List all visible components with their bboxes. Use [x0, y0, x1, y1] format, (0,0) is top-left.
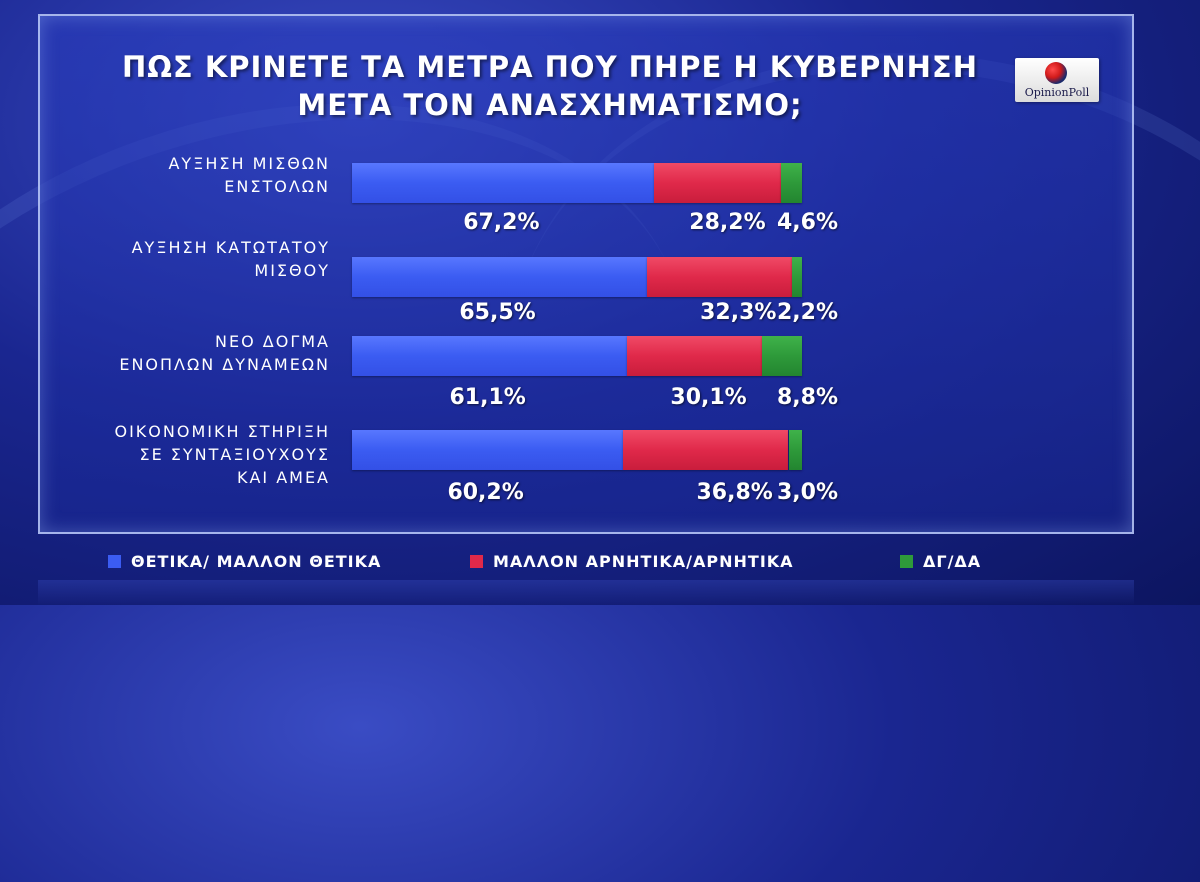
legend-item-positive: ΘΕΤΙΚΑ/ ΜΑΛΛΟΝ ΘΕΤΙΚΑ	[108, 552, 381, 571]
value-label: 65,5%	[459, 300, 536, 325]
value-label: 8,8%	[777, 385, 839, 410]
value-label: 3,0%	[777, 480, 839, 505]
bar-segment	[622, 430, 789, 470]
bar-segment	[352, 430, 623, 470]
value-label: 2,2%	[777, 300, 839, 325]
bar-segment	[792, 257, 802, 297]
title-line-2: ΜΕΤΑ ΤΟΝ ΑΝΑΣΧΗΜΑΤΙΣΜΟ;	[297, 88, 803, 122]
value-label: 67,2%	[463, 210, 540, 235]
chart-title: ΠΩΣ ΚΡΙΝΕΤΕ ΤΑ ΜΕΤΡΑ ΠΟΥ ΠΗΡΕ Η ΚΥΒΕΡΝΗΣ…	[80, 48, 1020, 124]
value-label: 61,1%	[449, 385, 526, 410]
bar-segment	[781, 163, 802, 203]
legend-item-negative: ΜΑΛΛΟΝ ΑΡΝΗΤΙΚΑ/ΑΡΝΗΤΙΚΑ	[470, 552, 794, 571]
legend-swatch-positive	[108, 555, 121, 568]
value-label: 28,2%	[689, 210, 766, 235]
legend-swatch-negative	[470, 555, 483, 568]
value-label: 4,6%	[777, 210, 839, 235]
bar-segment	[352, 257, 647, 297]
bar-segment	[646, 257, 793, 297]
opinionpoll-logo: OpinionPoll	[1015, 58, 1099, 102]
legend: ΘΕΤΙΚΑ/ ΜΑΛΛΟΝ ΘΕΤΙΚΑ ΜΑΛΛΟΝ ΑΡΝΗΤΙΚΑ/ΑΡ…	[0, 552, 1200, 576]
bar-segment	[788, 430, 802, 470]
bar-segment	[654, 163, 782, 203]
category-label: ΝΕΟ ΔΟΓΜΑ ΕΝΟΠΛΩΝ ΔΥΝΑΜΕΩΝ	[119, 332, 330, 374]
legend-item-dk: ΔΓ/ΔΑ	[900, 552, 981, 571]
bar-segment	[352, 336, 627, 376]
category-label: ΑΥΞΗΣΗ ΚΑΤΩΤΑΤΟΥ ΜΙΣΘΟΥ	[131, 238, 330, 280]
logo-mark-icon	[1045, 62, 1067, 84]
legend-label-positive: ΘΕΤΙΚΑ/ ΜΑΛΛΟΝ ΘΕΤΙΚΑ	[131, 552, 382, 571]
legend-swatch-dk	[900, 555, 913, 568]
category-label: ΟΙΚΟΝΟΜΙΚΗ ΣΤΗΡΙΞΗ ΣΕ ΣΥΝΤΑΞΙΟΥΧΟΥΣ ΚΑΙ …	[114, 422, 330, 487]
legend-label-negative: ΜΑΛΛΟΝ ΑΡΝΗΤΙΚΑ/ΑΡΝΗΤΙΚΑ	[493, 552, 794, 571]
title-line-1: ΠΩΣ ΚΡΙΝΕΤΕ ΤΑ ΜΕΤΡΑ ΠΟΥ ΠΗΡΕ Η ΚΥΒΕΡΝΗΣ…	[121, 50, 979, 84]
value-label: 30,1%	[670, 385, 747, 410]
reflection	[38, 580, 1134, 605]
category-label: ΑΥΞΗΣΗ ΜΙΣΘΩΝ ΕΝΣΤΟΛΩΝ	[168, 154, 330, 196]
bar-segment	[352, 163, 655, 203]
value-label: 60,2%	[447, 480, 524, 505]
bar-segment	[626, 336, 763, 376]
legend-label-dk: ΔΓ/ΔΑ	[923, 552, 982, 571]
value-label: 32,3%	[700, 300, 777, 325]
bar-segment	[762, 336, 802, 376]
logo-text: OpinionPoll	[1024, 86, 1090, 99]
value-label: 36,8%	[696, 480, 773, 505]
